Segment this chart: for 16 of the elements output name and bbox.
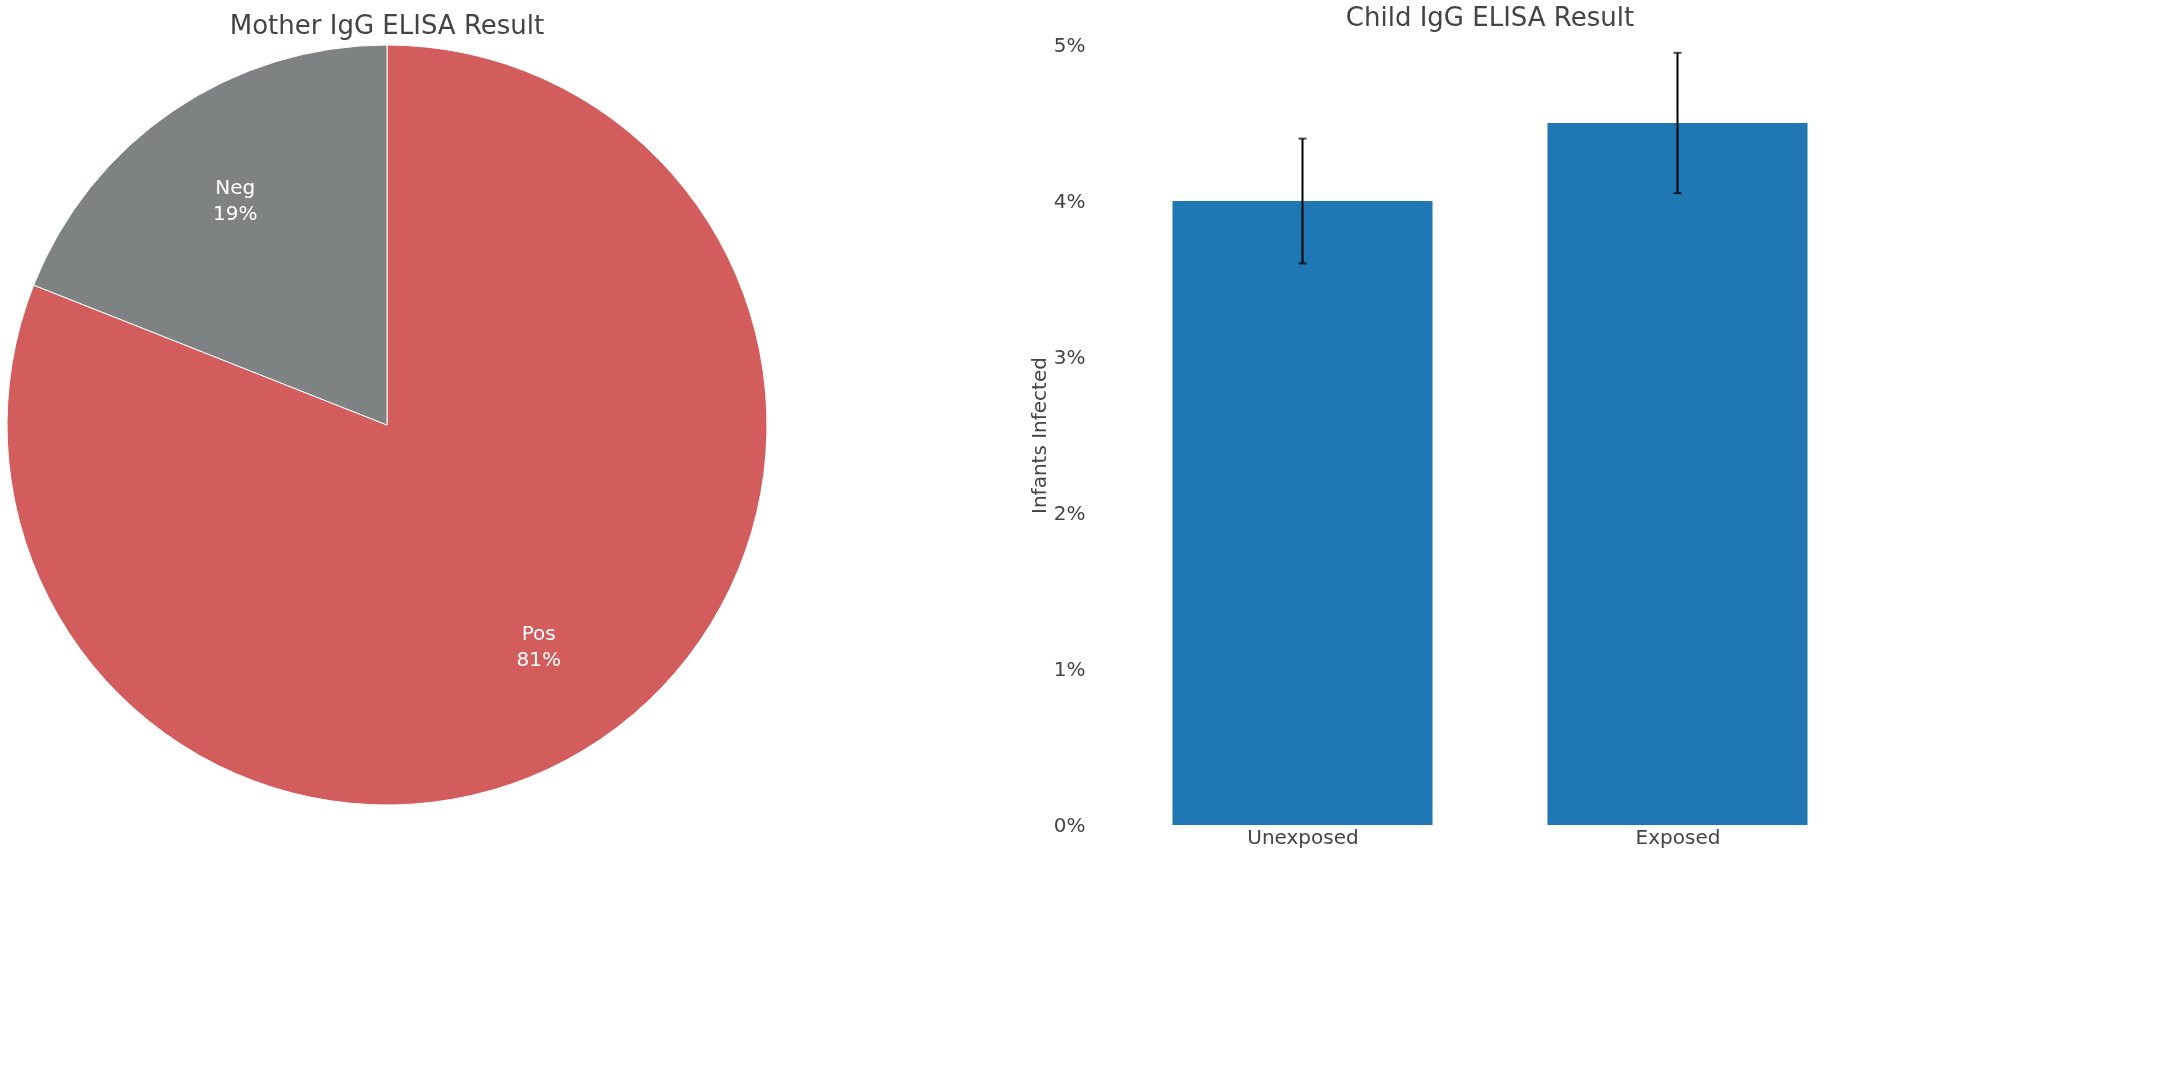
y-tick-label: 3% <box>1053 344 1086 369</box>
chart-title: Child IgG ELISA Result <box>1345 2 1635 32</box>
data-label: 81% <box>516 647 561 672</box>
y-tick-label: 4% <box>1053 188 1086 213</box>
data-label: 19% <box>213 200 258 225</box>
x-tick-label: Exposed <box>1635 824 1721 849</box>
y-tick-label: 0% <box>1053 812 1086 837</box>
chart-title: Mother IgG ELISA Result <box>229 10 545 40</box>
y-tick-label: 2% <box>1053 500 1086 525</box>
pie-slice <box>6 44 768 806</box>
slice-label: Neg <box>215 174 256 199</box>
y-tick-label: 1% <box>1053 656 1086 681</box>
y-tick-label: 5% <box>1053 32 1086 57</box>
slice-label: Pos <box>521 621 556 646</box>
y-axis-title: Infants Infected <box>1026 357 1051 514</box>
x-tick-label: Unexposed <box>1247 824 1359 849</box>
